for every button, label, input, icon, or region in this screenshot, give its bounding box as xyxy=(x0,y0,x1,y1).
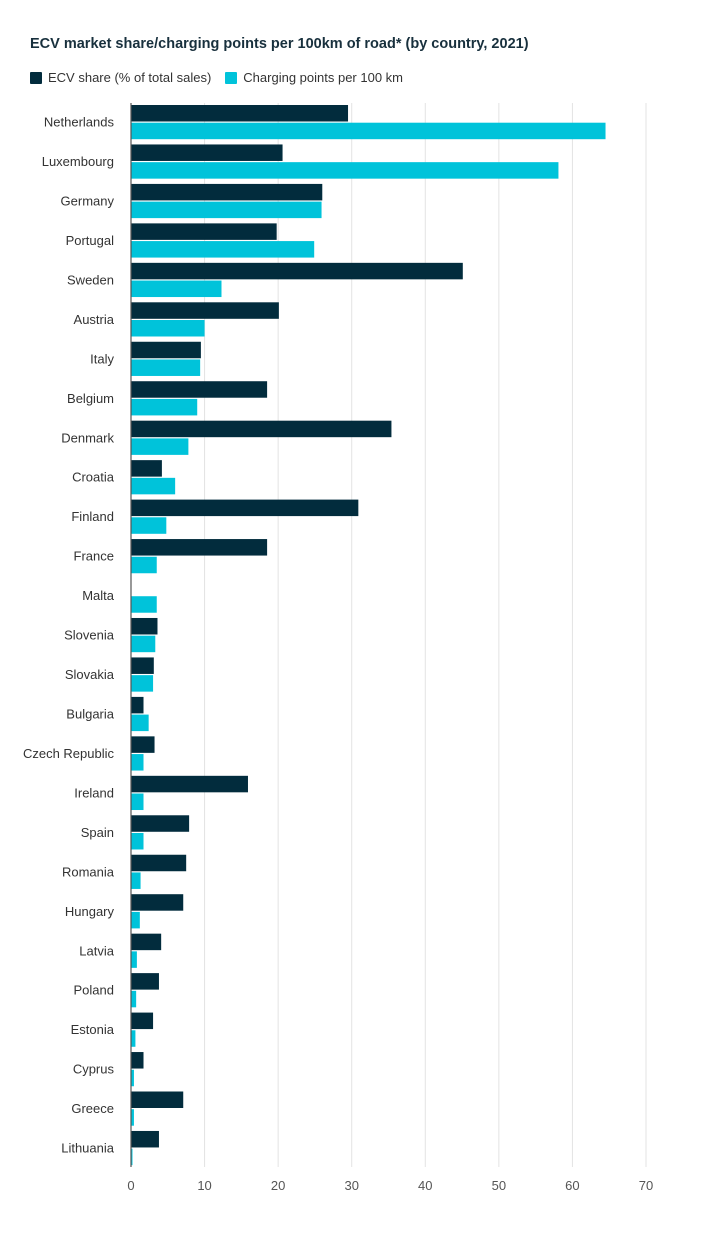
bar-charging-points xyxy=(131,398,198,416)
category-label: Finland xyxy=(71,509,114,524)
category-label: Czech Republic xyxy=(23,746,115,761)
category-label: Lithuania xyxy=(61,1141,115,1156)
bar-charging-points xyxy=(131,754,144,771)
x-tick-label: 70 xyxy=(639,1178,653,1193)
category-label: France xyxy=(74,549,114,564)
bar-ecv-share xyxy=(131,1091,184,1108)
bar-ecv-share xyxy=(131,894,184,911)
category-label: Cyprus xyxy=(73,1062,115,1077)
bar-ecv-share xyxy=(131,1012,154,1030)
bar-charging-points xyxy=(131,556,157,574)
bar-ecv-share xyxy=(131,262,463,280)
bar-charging-points xyxy=(131,359,201,376)
bar-charging-points xyxy=(131,1030,136,1047)
category-label: Malta xyxy=(82,588,115,603)
bar-charging-points xyxy=(131,477,176,495)
category-label: Poland xyxy=(74,983,114,998)
bar-charging-points xyxy=(131,596,157,613)
bar-ecv-share xyxy=(131,657,154,674)
bar-ecv-share xyxy=(131,775,248,793)
x-tick-label: 60 xyxy=(565,1178,579,1193)
category-label: Hungary xyxy=(65,904,115,919)
bar-ecv-share xyxy=(131,105,349,122)
category-label: Bulgaria xyxy=(66,707,114,722)
bar-ecv-share xyxy=(131,302,279,319)
category-label: Greece xyxy=(71,1101,114,1116)
x-tick-label: 50 xyxy=(492,1178,506,1193)
category-label: Spain xyxy=(81,825,114,840)
x-tick-label: 40 xyxy=(418,1178,432,1193)
bar-charging-points xyxy=(131,911,140,929)
bar-charging-points xyxy=(131,635,156,653)
bar-ecv-share xyxy=(131,539,268,556)
category-label: Denmark xyxy=(61,430,114,445)
bar-charging-points xyxy=(131,517,167,534)
bar-charging-points xyxy=(131,872,141,889)
category-label: Estonia xyxy=(71,1022,115,1037)
bar-charging-points xyxy=(131,162,559,179)
legend-swatch-ecv-share xyxy=(30,71,42,84)
bar-ecv-share xyxy=(131,223,277,240)
legend-item-charging-points[interactable]: Charging points per 100 km xyxy=(225,70,403,85)
bar-charging-points xyxy=(131,241,315,258)
bar-charging-points xyxy=(131,675,154,692)
category-label: Slovakia xyxy=(65,667,115,682)
bar-charging-points xyxy=(131,990,137,1008)
bar-ecv-share xyxy=(131,420,392,438)
bar-charging-points xyxy=(131,122,606,140)
bar-ecv-share xyxy=(131,973,159,990)
bar-ecv-share xyxy=(131,499,359,517)
legend-label-charging-points: Charging points per 100 km xyxy=(243,70,403,85)
category-label: Austria xyxy=(74,312,115,327)
bar-ecv-share xyxy=(131,617,158,635)
bar-charging-points xyxy=(131,320,205,337)
bar-charging-points xyxy=(131,1109,134,1126)
bar-charging-points xyxy=(131,714,149,732)
bar-charging-points xyxy=(131,1148,133,1166)
bar-ecv-share xyxy=(131,381,268,398)
category-label: Germany xyxy=(61,194,115,209)
category-label: Luxembourg xyxy=(42,154,114,169)
bar-ecv-share xyxy=(131,696,144,714)
legend-label-ecv-share: ECV share (% of total sales) xyxy=(48,70,212,85)
bar-charging-points xyxy=(131,201,322,219)
category-label: Romania xyxy=(62,864,115,879)
x-tick-label: 10 xyxy=(197,1178,211,1193)
category-label: Latvia xyxy=(79,943,114,958)
x-tick-label: 20 xyxy=(271,1178,285,1193)
bar-ecv-share xyxy=(131,854,187,872)
category-label: Slovenia xyxy=(64,628,115,643)
category-label: Netherlands xyxy=(44,115,115,130)
bar-ecv-share xyxy=(131,1052,144,1069)
category-label: Croatia xyxy=(72,470,115,485)
chart-title: ECV market share/charging points per 100… xyxy=(30,36,529,52)
bar-ecv-share xyxy=(131,815,190,832)
x-tick-label: 0 xyxy=(127,1178,134,1193)
bar-charging-points xyxy=(131,832,144,850)
legend-swatch-charging-points xyxy=(225,71,238,84)
bar-ecv-share xyxy=(131,460,162,477)
bar-charging-points xyxy=(131,438,189,455)
legend-item-ecv-share[interactable]: ECV share (% of total sales) xyxy=(30,70,211,85)
category-label: Belgium xyxy=(67,391,114,406)
bar-charging-points xyxy=(131,951,137,968)
bar-ecv-share xyxy=(131,183,323,201)
bar-ecv-share xyxy=(131,144,283,161)
bar-ecv-share xyxy=(131,341,201,359)
x-tick-label: 30 xyxy=(344,1178,358,1193)
chart-legend: ECV share (% of total sales) Charging po… xyxy=(30,70,417,85)
category-label: Portugal xyxy=(66,233,115,248)
bar-charging-points xyxy=(131,793,144,811)
category-label: Sweden xyxy=(67,272,114,287)
bar-ecv-share xyxy=(131,1130,159,1148)
bar-charging-points xyxy=(131,280,222,298)
bar-charging-points xyxy=(131,1069,134,1087)
bar-ecv-share xyxy=(131,736,155,753)
bar-ecv-share xyxy=(131,933,162,951)
category-label: Ireland xyxy=(74,785,114,800)
category-label: Italy xyxy=(90,351,114,366)
